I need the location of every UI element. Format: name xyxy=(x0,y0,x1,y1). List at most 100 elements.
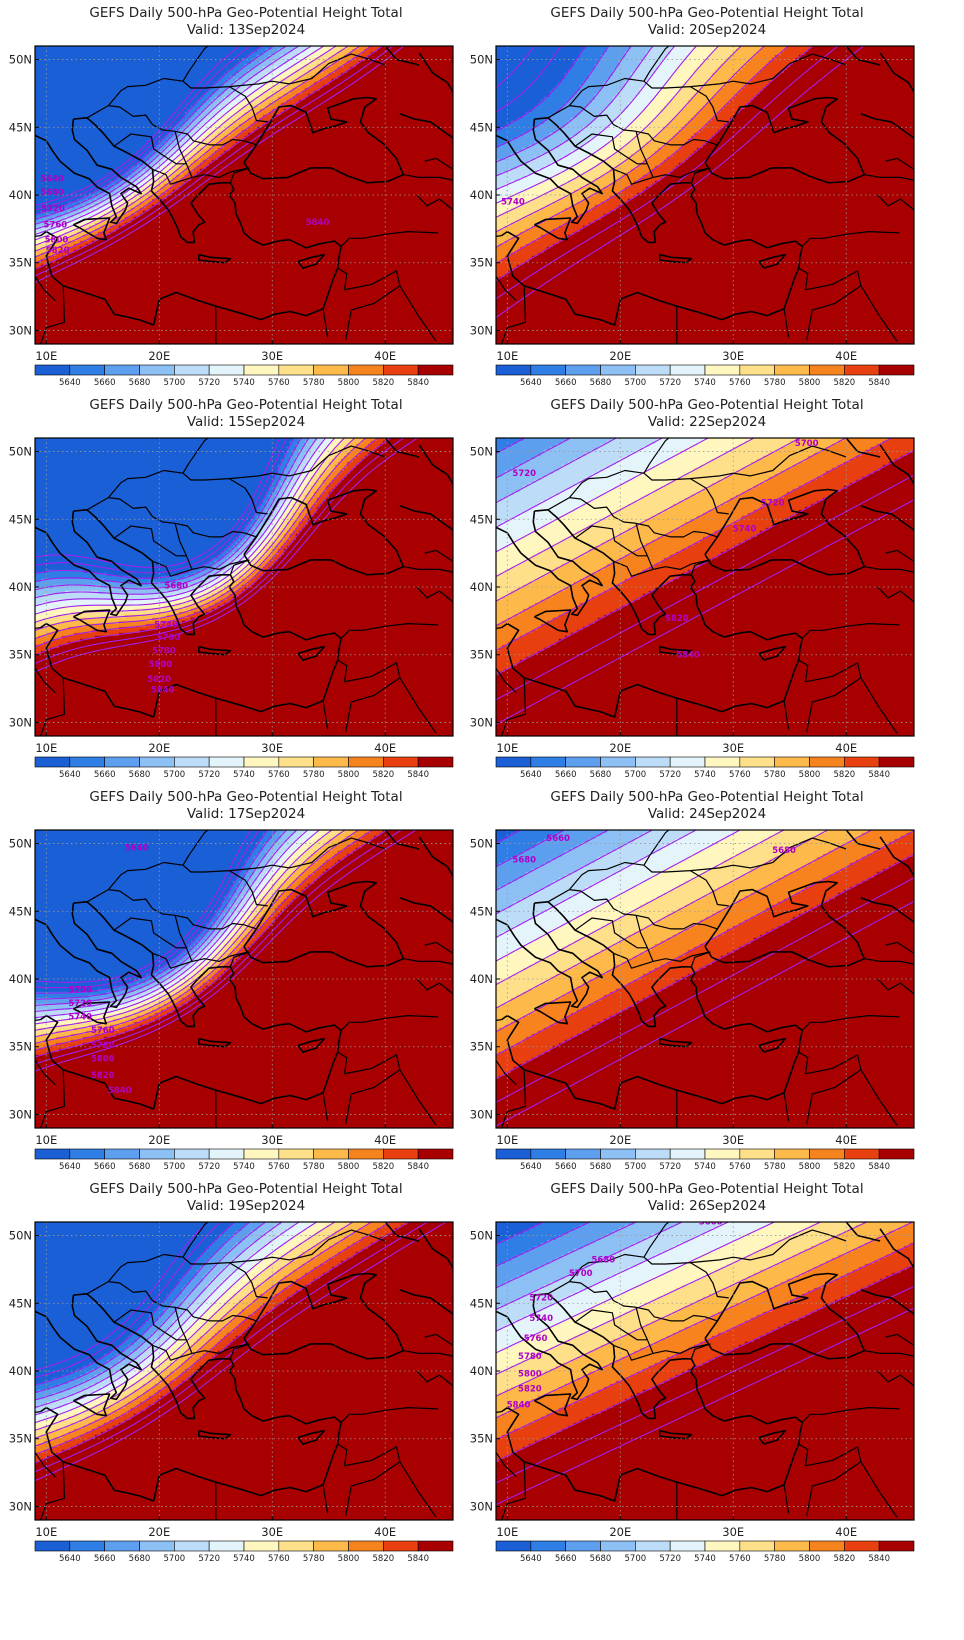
lat-tick-label: 35N xyxy=(470,1432,493,1446)
colorbar-swatch xyxy=(601,365,636,375)
colorbar-label: 5740 xyxy=(694,378,716,388)
colorbar-swatch xyxy=(844,1149,879,1159)
colorbar-label: 5760 xyxy=(268,378,290,388)
colorbar-label: 5640 xyxy=(59,770,81,780)
contour-label: 5720 xyxy=(68,999,92,1009)
map-title: GEFS Daily 500-hPa Geo-Potential Height … xyxy=(550,397,863,413)
colorbar-label: 5660 xyxy=(94,1554,116,1564)
lon-tick-label: 40E xyxy=(374,1133,396,1147)
lat-tick-label: 30N xyxy=(470,1107,493,1121)
colorbar-label: 5780 xyxy=(764,1554,786,1564)
colorbar-label: 5720 xyxy=(659,770,681,780)
colorbar-swatch xyxy=(418,757,453,767)
colorbar-label: 5660 xyxy=(94,770,116,780)
colorbar-label: 5800 xyxy=(799,770,821,780)
colorbar-label: 5740 xyxy=(694,770,716,780)
contour-label: 5780 xyxy=(152,646,176,656)
colorbar-label: 5820 xyxy=(834,770,856,780)
colorbar-swatch xyxy=(418,1541,453,1551)
colorbar-swatch xyxy=(70,757,105,767)
colorbar-swatch xyxy=(740,1541,775,1551)
lon-tick-label: 40E xyxy=(374,349,396,363)
contour-label: 5740 xyxy=(733,524,757,534)
colorbar-swatch xyxy=(635,757,670,767)
colorbar-swatch xyxy=(70,1541,105,1551)
colorbar-label: 5840 xyxy=(868,770,890,780)
colorbar-label: 5680 xyxy=(590,1162,612,1172)
lat-tick-label: 40N xyxy=(9,1364,32,1378)
colorbar-swatch xyxy=(174,757,209,767)
contour-label: 5680 xyxy=(164,581,188,591)
lat-tick-label: 40N xyxy=(9,580,32,594)
colorbar-swatch xyxy=(35,757,70,767)
colorbar-swatch xyxy=(349,757,384,767)
colorbar-label: 5820 xyxy=(834,378,856,388)
lat-tick-label: 45N xyxy=(9,120,32,134)
contour-label: 5760 xyxy=(524,1334,548,1344)
colorbar-label: 5820 xyxy=(373,378,395,388)
contour-label: 5640 xyxy=(125,843,149,853)
colorbar-label: 5800 xyxy=(338,770,360,780)
colorbar-label: 5720 xyxy=(198,1162,220,1172)
colorbar-swatch xyxy=(70,1149,105,1159)
colorbar-label: 5660 xyxy=(94,378,116,388)
map-panel-15Sep2024: GEFS Daily 500-hPa Geo-Potential Height … xyxy=(0,392,480,802)
colorbar-swatch xyxy=(810,757,845,767)
colorbar-swatch xyxy=(279,365,314,375)
colorbar-label: 5700 xyxy=(164,1554,186,1564)
map-title: GEFS Daily 500-hPa Geo-Potential Height … xyxy=(550,1181,863,1197)
colorbar-swatch xyxy=(105,1149,140,1159)
map-svg: GEFS Daily 500-hPa Geo-Potential Height … xyxy=(0,392,480,802)
lon-tick-label: 40E xyxy=(374,1525,396,1539)
lat-tick-label: 50N xyxy=(9,837,32,851)
colorbar-label: 5660 xyxy=(555,1554,577,1564)
colorbar-swatch xyxy=(531,1541,566,1551)
colorbar-swatch xyxy=(383,1149,418,1159)
colorbar-swatch xyxy=(844,757,879,767)
colorbar-label: 5760 xyxy=(268,1162,290,1172)
colorbar-label: 5760 xyxy=(729,1554,751,1564)
colorbar-label: 5640 xyxy=(520,770,542,780)
colorbar-label: 5700 xyxy=(164,770,186,780)
colorbar-swatch xyxy=(105,1541,140,1551)
colorbar-swatch xyxy=(314,757,349,767)
colorbar-swatch xyxy=(775,1541,810,1551)
colorbar-label: 5740 xyxy=(233,1162,255,1172)
colorbar: 5640 5660 5680 5700 5720 5740 5760 5780 5800 5820… xyxy=(496,1541,914,1564)
height-field: 5740 xyxy=(488,43,916,346)
colorbar-label: 5840 xyxy=(407,1162,429,1172)
colorbar-swatch xyxy=(740,365,775,375)
colorbar-swatch xyxy=(531,757,566,767)
colorbar-label: 5700 xyxy=(164,378,186,388)
map-svg: GEFS Daily 500-hPa Geo-Potential Height … xyxy=(461,1176,941,1586)
lat-tick-label: 50N xyxy=(470,1229,493,1243)
lat-tick-label: 40N xyxy=(470,1364,493,1378)
colorbar-swatch xyxy=(740,757,775,767)
lat-tick-label: 35N xyxy=(470,256,493,270)
colorbar-label: 5740 xyxy=(694,1554,716,1564)
map-title: GEFS Daily 500-hPa Geo-Potential Height … xyxy=(89,789,402,805)
contour-label: 5680 xyxy=(512,856,536,866)
colorbar-swatch xyxy=(174,365,209,375)
colorbar-label: 5760 xyxy=(268,1554,290,1564)
contour-label: 5740 xyxy=(154,621,178,631)
colorbar-swatch xyxy=(209,757,244,767)
colorbar-label: 5800 xyxy=(338,1162,360,1172)
map-panel-26Sep2024: GEFS Daily 500-hPa Geo-Potential Height … xyxy=(461,1176,941,1586)
colorbar-swatch xyxy=(705,1149,740,1159)
colorbar-swatch xyxy=(635,1541,670,1551)
colorbar-swatch xyxy=(531,365,566,375)
lon-tick-label: 30E xyxy=(261,741,283,755)
contour-label: 5800 xyxy=(518,1369,542,1379)
lat-tick-label: 45N xyxy=(470,120,493,134)
colorbar-swatch xyxy=(844,365,879,375)
colorbar-swatch xyxy=(810,1541,845,1551)
colorbar-swatch xyxy=(70,365,105,375)
colorbar-label: 5640 xyxy=(59,378,81,388)
colorbar: 5640 5660 5680 5700 5720 5740 5760 5780 5800 5820… xyxy=(35,365,453,388)
colorbar-label: 5660 xyxy=(555,378,577,388)
colorbar-swatch xyxy=(209,1541,244,1551)
lon-tick-label: 30E xyxy=(722,1525,744,1539)
lon-tick-label: 40E xyxy=(374,741,396,755)
colorbar-label: 5840 xyxy=(407,1554,429,1564)
